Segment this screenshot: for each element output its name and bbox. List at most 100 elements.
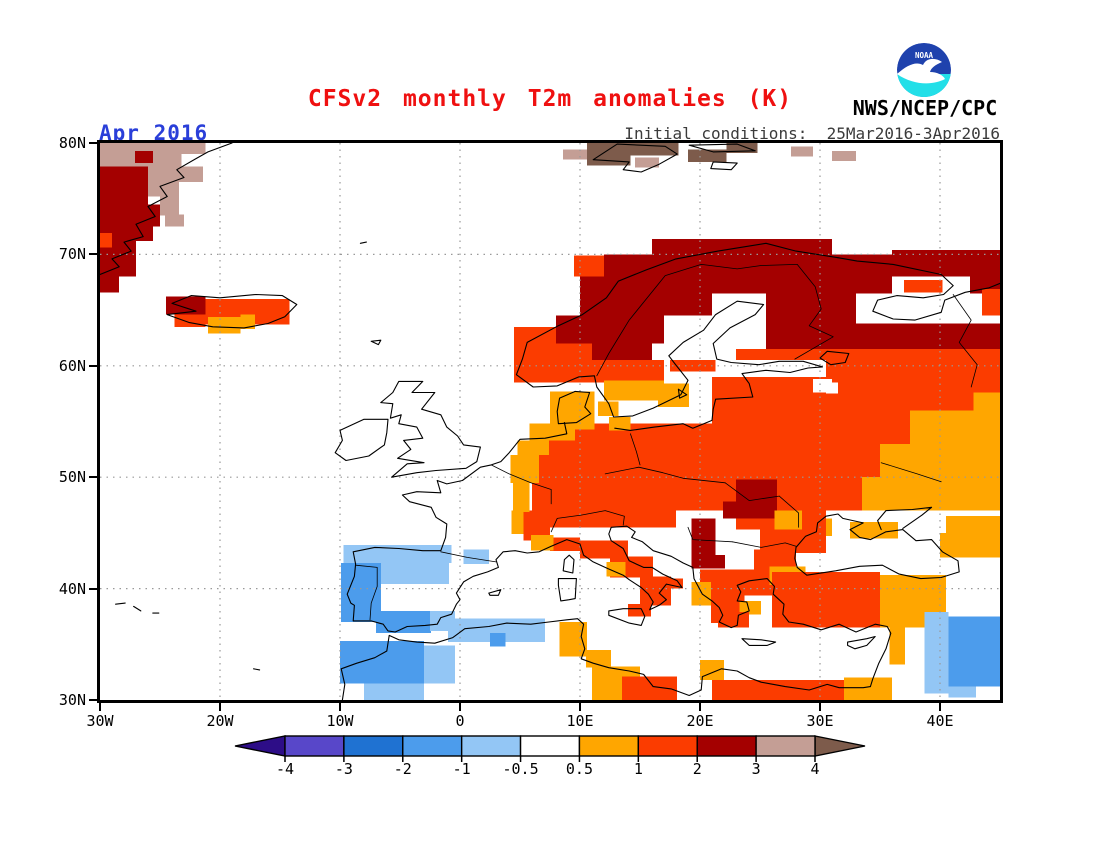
anomaly-cell: [448, 618, 546, 643]
lat-label: 80N: [58, 134, 86, 152]
colorbar-tick-label: -0.5: [502, 760, 539, 778]
lat-label: 60N: [58, 356, 86, 375]
coastlines-path: [556, 390, 592, 425]
lon-label: 20E: [686, 712, 714, 730]
country-borders-path: [604, 466, 726, 484]
noaa-logo: NOAA: [897, 43, 951, 97]
country-borders-path: [880, 462, 942, 483]
country-borders-path: [490, 464, 552, 505]
anomaly-cell: [924, 612, 949, 694]
anomaly-cell: [862, 477, 1000, 511]
lon-label: 10E: [566, 712, 594, 730]
lat-tick: [89, 364, 98, 367]
colorbar: [234, 735, 866, 762]
anomaly-cell: [164, 214, 184, 227]
coastlines-path: [359, 241, 367, 244]
coastlines-path: [133, 605, 142, 612]
coastlines-path: [794, 513, 960, 580]
anomaly-cell: [791, 146, 813, 157]
coastlines-path: [592, 143, 678, 173]
anomaly-cell: [376, 610, 432, 634]
country-borders-path: [794, 264, 834, 360]
lon-label: 40E: [926, 712, 954, 730]
anomaly-cell: [739, 600, 762, 615]
coastlines-path: [819, 350, 850, 366]
colorbar-segment: [755, 735, 816, 757]
colorbar-tick-label: -1: [452, 760, 471, 778]
anomaly-cell: [532, 454, 736, 511]
anomaly-map: [100, 143, 1000, 700]
coastlines-path: [380, 380, 481, 478]
lat-label: 50N: [58, 468, 86, 487]
lat-tick: [89, 476, 98, 479]
logo-seagull-icon: [897, 58, 945, 84]
country-borders-path: [596, 264, 798, 377]
anomaly-cell: [948, 686, 976, 698]
country-borders-path: [952, 294, 978, 388]
anomaly-cell: [628, 604, 651, 617]
map-gridlines: [100, 143, 1000, 700]
anomaly-cell: [948, 616, 1000, 687]
anomaly-cell: [580, 540, 628, 559]
anomaly-cell: [691, 555, 726, 569]
colorbar-tick-label: 4: [810, 760, 820, 778]
anomaly-cell: [134, 150, 153, 164]
anomaly-cell: [424, 645, 456, 684]
map-frame: [97, 140, 1003, 703]
coastlines-path: [100, 143, 233, 276]
colorbar-segment: [284, 735, 345, 757]
anomaly-cell: [856, 323, 1000, 350]
anomaly-cell: [946, 516, 1000, 537]
coastlines-path: [370, 339, 382, 346]
anomaly-cell: [712, 679, 844, 700]
coastlines-path: [115, 602, 126, 605]
agency-label: NWS/NCEP/CPC: [852, 96, 998, 120]
colorbar-tick-label: 0.5: [565, 760, 593, 778]
lat-tick: [89, 253, 98, 256]
country-borders-path: [630, 433, 641, 466]
lon-tick: [579, 703, 581, 711]
anomaly-cell: [722, 501, 777, 519]
anomaly-cell: [208, 316, 241, 334]
country-borders-path: [724, 482, 780, 502]
anomaly-cell: [736, 443, 880, 478]
anomaly-cell: [166, 296, 206, 315]
lon-label: 30E: [806, 712, 834, 730]
anomaly-cell: [973, 392, 1000, 411]
colorbar-segment: [343, 735, 404, 757]
lat-tick: [89, 142, 98, 144]
country-borders-path: [687, 526, 733, 543]
anomaly-cell: [766, 323, 856, 350]
anomaly-cell: [514, 326, 556, 344]
lat-label: 70N: [58, 245, 86, 264]
anomaly-cell: [529, 510, 676, 528]
anomaly-cell: [100, 276, 120, 293]
anomaly-cell: [774, 510, 802, 530]
country-borders-path: [732, 541, 797, 548]
anomaly-cell: [574, 255, 610, 277]
lon-tick: [99, 703, 101, 711]
anomaly-cell: [940, 532, 1000, 558]
anomaly-cell: [850, 521, 898, 539]
lat-tick: [89, 699, 98, 701]
anomaly-cell: [148, 166, 204, 182]
anomaly-cell: [364, 683, 424, 700]
coastlines-path: [340, 618, 871, 700]
anomaly-cell: [691, 581, 711, 606]
anomaly-cell: [100, 166, 148, 205]
anomaly-cell: [343, 545, 452, 563]
lon-tick: [339, 703, 341, 711]
anomaly-cell: [100, 233, 112, 248]
anomaly-cell: [100, 204, 160, 227]
anomaly-cell: [510, 454, 540, 483]
lat-label: 30N: [58, 691, 86, 709]
coastlines-path: [488, 589, 502, 596]
coastlines-path: [847, 635, 876, 650]
colorbar-tick-label: 1: [633, 760, 643, 778]
coastlines-path: [346, 422, 892, 688]
lon-tick: [819, 703, 821, 711]
anomaly-cell: [736, 479, 777, 502]
anomaly-cell: [563, 149, 588, 160]
coastlines-path: [677, 388, 688, 399]
